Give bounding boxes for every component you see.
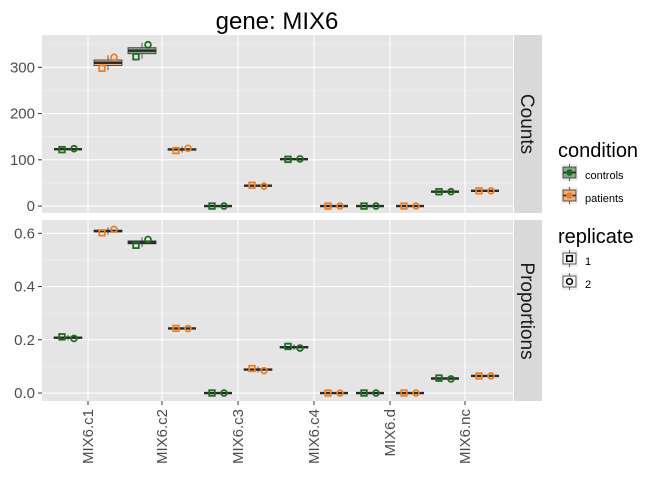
- point-patients-replicate-2: [336, 389, 344, 397]
- legend-key-controls-point: [566, 169, 573, 176]
- point-controls-replicate-1: [284, 342, 292, 351]
- point-controls-replicate-1: [58, 145, 66, 154]
- point-patients-replicate-2: [260, 366, 268, 375]
- point-controls-replicate-2: [296, 155, 304, 163]
- x-tick-label: MIX6.d: [382, 409, 399, 457]
- legend-key-replicate-2: [561, 273, 578, 290]
- point-controls-replicate-1: [132, 241, 140, 249]
- legend-key-replicate-1: [561, 250, 578, 267]
- legend-title-replicate: replicate: [558, 226, 634, 248]
- strip-label-counts: Counts: [516, 94, 537, 154]
- panel-counts: 0 100 200 300: [10, 35, 513, 215]
- y-tick-label-proportions: 0.0: [14, 385, 35, 402]
- legend: condition controls patients replicate 1 …: [558, 140, 638, 291]
- point-patients-replicate-2: [260, 182, 268, 190]
- legend-label-patients: patients: [585, 193, 624, 205]
- legend-title-condition: condition: [558, 140, 638, 162]
- point-patients-replicate-2: [184, 144, 192, 153]
- strip-label-proportions: Proportions: [516, 262, 537, 359]
- point-controls-replicate-2: [296, 344, 304, 352]
- point-controls-replicate-1: [208, 202, 216, 210]
- point-patients-replicate-1: [400, 389, 408, 397]
- point-controls-replicate-2: [372, 202, 380, 210]
- point-patients-replicate-1: [324, 202, 332, 210]
- point-patients-replicate-2: [412, 202, 420, 210]
- panel-background-proportions: [42, 220, 513, 401]
- x-axis: MIX6.c1 MIX6.c2 MIX6.c3 MIX6.c4 MIX6.d MIX6.n…: [80, 401, 474, 464]
- point-patients-replicate-2: [336, 202, 344, 210]
- chart-title: gene: MIX6: [216, 8, 339, 35]
- point-patients-replicate-2: [184, 324, 192, 333]
- legend-key-replicate-1-box: [562, 252, 577, 265]
- legend-key-patients-point: [566, 192, 573, 199]
- point-controls-replicate-1: [360, 202, 368, 210]
- point-patients-replicate-1: [172, 146, 180, 155]
- y-tick-label-counts: 200: [10, 106, 35, 123]
- legend-key-controls: [561, 164, 578, 181]
- y-tick-label-counts: 0: [27, 198, 35, 215]
- point-patients-replicate-2: [110, 225, 118, 234]
- legend-key-replicate-1-square: [565, 254, 574, 263]
- point-patients-replicate-1: [248, 364, 256, 373]
- point-patients-replicate-2: [487, 372, 495, 380]
- point-controls-replicate-2: [144, 235, 152, 244]
- x-tick-label: MIX6.nc: [457, 409, 474, 465]
- point-controls-replicate-2: [220, 389, 228, 397]
- point-patients-replicate-2: [110, 53, 118, 61]
- point-patients-replicate-2: [412, 389, 420, 397]
- point-controls-replicate-1: [284, 155, 292, 164]
- point-patients-replicate-1: [324, 389, 332, 397]
- legend-key-replicate-2-circle: [565, 277, 574, 286]
- legend-key-patients: [561, 187, 578, 204]
- x-tick-label: MIX6.c4: [306, 409, 323, 464]
- point-controls-replicate-1: [58, 333, 66, 341]
- legend-label-replicate-2: 2: [585, 279, 591, 291]
- point-controls-replicate-1: [435, 374, 443, 382]
- y-tick-label-proportions: 0.6: [14, 225, 35, 242]
- strip-counts: [514, 35, 542, 213]
- x-tick-label: MIX6.c2: [154, 409, 171, 464]
- point-controls-replicate-2: [372, 389, 380, 397]
- legend-label-controls: controls: [585, 170, 624, 182]
- point-controls-replicate-1: [208, 389, 216, 397]
- point-patients-replicate-1: [400, 202, 408, 210]
- legend-key-replicate-2-box: [562, 275, 577, 288]
- point-patients-replicate-1: [172, 324, 180, 333]
- point-patients-replicate-1: [475, 372, 483, 380]
- x-tick-label: MIX6.c1: [80, 409, 97, 464]
- y-tick-label-counts: 300: [10, 59, 35, 76]
- strip-proportions: [514, 220, 542, 401]
- point-controls-replicate-2: [447, 375, 455, 383]
- point-controls-replicate-2: [70, 334, 78, 343]
- point-controls-replicate-1: [132, 53, 140, 61]
- x-tick-label: MIX6.c3: [230, 409, 247, 464]
- y-tick-label-counts: 100: [10, 152, 35, 169]
- point-patients-replicate-2: [487, 187, 495, 195]
- point-controls-replicate-2: [144, 40, 152, 49]
- point-patients-replicate-1: [475, 187, 483, 195]
- point-controls-replicate-2: [70, 144, 78, 153]
- point-patients-replicate-1: [98, 64, 106, 72]
- y-tick-label-proportions: 0.4: [14, 279, 35, 296]
- point-controls-replicate-1: [360, 389, 368, 397]
- point-patients-replicate-1: [248, 181, 256, 189]
- panel-proportions: 0.0 0.2 0.4 0.6: [14, 220, 513, 402]
- point-controls-replicate-2: [447, 187, 455, 196]
- legend-label-replicate-1: 1: [585, 256, 591, 268]
- point-patients-replicate-1: [98, 229, 106, 237]
- point-controls-replicate-1: [435, 188, 443, 196]
- point-controls-replicate-2: [220, 202, 228, 210]
- y-tick-label-proportions: 0.2: [14, 332, 35, 349]
